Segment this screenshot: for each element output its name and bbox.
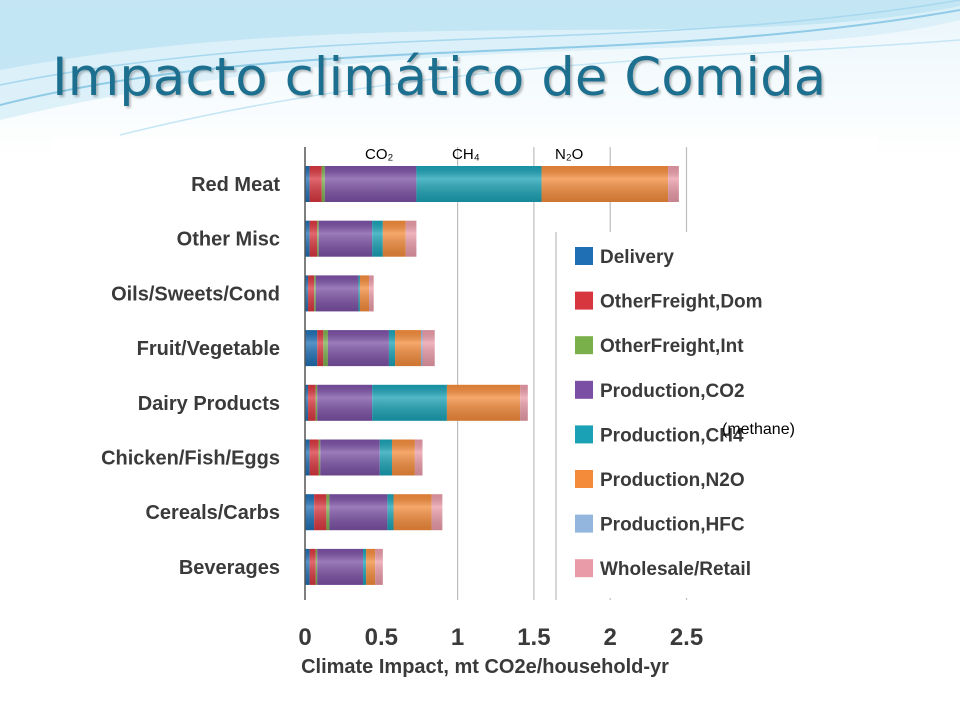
- slide-title: Impacto climático de Comida: [52, 47, 827, 108]
- bars: [305, 166, 679, 585]
- bar-shading-beverages: [305, 548, 383, 585]
- legend-swatch-otherfreight-int: [575, 336, 593, 355]
- legend-label-production-co2: Production,CO2: [600, 381, 745, 402]
- category-label-cereals-carbs: Cereals/Carbs: [145, 502, 280, 524]
- n2o-annotation: N₂O: [555, 146, 583, 163]
- background-waves: [0, 0, 960, 136]
- category-label-dairy-products: Dairy Products: [138, 393, 280, 415]
- bar-shading-other-misc: [305, 220, 417, 257]
- legend-swatch-production-hfc: [575, 514, 593, 533]
- legend-swatch-delivery: [575, 247, 593, 265]
- x-axis-title: Climate Impact, mt CO2e/household-yr: [301, 656, 669, 678]
- bar-shading-red-meat: [305, 166, 679, 202]
- x-tick-label-0-5: 0.5: [365, 624, 398, 651]
- legend-label-delivery: Delivery: [600, 247, 674, 268]
- legend: Delivery OtherFreight,Dom OtherFreight,Int…: [555, 232, 878, 600]
- legend-swatch-production-co2: [575, 380, 593, 399]
- legend-swatch-wholesale-retail: [575, 559, 593, 578]
- category-label-beverages: Beverages: [179, 557, 280, 579]
- legend-swatch-production-n2o: [575, 470, 593, 488]
- category-labels: Red Meat Other Misc Oils/Sweets/Cond Fruit/…: [101, 174, 280, 579]
- legend-box: [556, 232, 878, 598]
- legend-label-production-n2o: Production,N2O: [600, 470, 745, 491]
- x-tick-label-2: 2: [604, 624, 617, 651]
- co2-annotation: CO₂: [365, 146, 394, 163]
- category-label-red-meat: Red Meat: [191, 174, 280, 196]
- bar-shading-fruit-vegetable: [305, 330, 435, 367]
- x-tick-label-1-5: 1.5: [517, 624, 550, 651]
- bar-shading-chicken-fish-eggs: [305, 439, 423, 476]
- category-label-fruit-vegetable: Fruit/Vegetable: [137, 338, 280, 360]
- bar-shading-oils-sweets-cond: [305, 275, 374, 312]
- ch4-annotation: CH₄: [452, 146, 480, 163]
- category-label-chicken-fish-eggs: Chicken/Fish/Eggs: [101, 448, 280, 470]
- methane-note: (methane): [722, 421, 795, 438]
- bar-shading-dairy-products: [305, 384, 528, 421]
- legend-label-otherfreight-dom: OtherFreight,Dom: [600, 292, 763, 313]
- legend-label-production-ch4: Production,CH4: [600, 425, 744, 446]
- x-tick-label-2-5: 2.5: [670, 624, 703, 651]
- x-tick-label-1: 1: [451, 624, 464, 651]
- legend-label-wholesale-retail: Wholesale/Retail: [600, 559, 751, 580]
- legend-swatch-otherfreight-dom: [575, 291, 593, 310]
- category-label-oils-sweets-cond: Oils/Sweets/Cond: [111, 283, 280, 305]
- stacked-bar-chart: Delivery OtherFreight,Dom OtherFreight,Int…: [101, 146, 878, 678]
- chart-frame: Delivery OtherFreight,Dom OtherFreight,Int…: [52, 137, 878, 720]
- legend-label-otherfreight-int: OtherFreight,Int: [600, 336, 744, 357]
- legend-swatch-production-ch4: [575, 425, 593, 444]
- x-tick-label-0: 0: [298, 624, 311, 651]
- legend-label-production-hfc: Production,HFC: [600, 515, 745, 536]
- category-label-other-misc: Other Misc: [177, 229, 280, 251]
- bar-shading-cereals-carbs: [305, 494, 443, 531]
